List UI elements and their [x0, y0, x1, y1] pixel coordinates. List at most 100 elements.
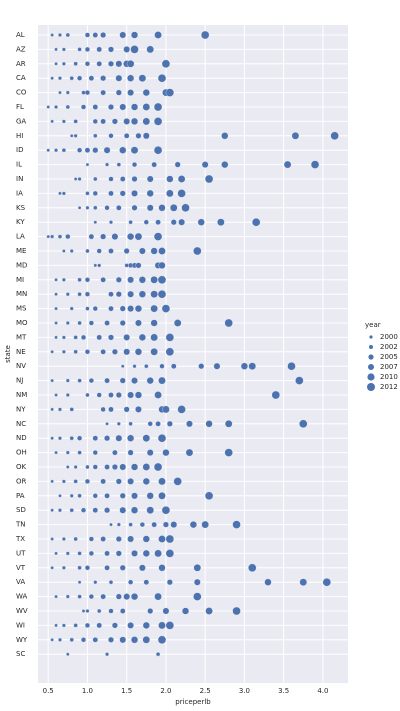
point [115, 291, 122, 298]
point [97, 608, 102, 614]
point [84, 478, 90, 484]
point [127, 233, 135, 241]
point [151, 521, 157, 528]
legend-label: 2002 [380, 343, 398, 351]
point [92, 32, 99, 38]
legend-marker [369, 335, 373, 339]
point [96, 61, 102, 67]
y-tick-label: MI [16, 276, 24, 284]
point [84, 32, 90, 38]
point [104, 507, 111, 514]
point [50, 76, 54, 80]
legend-marker [367, 383, 375, 391]
point [80, 104, 87, 110]
point [142, 434, 151, 442]
point [92, 190, 98, 196]
point [115, 593, 122, 600]
point [111, 622, 118, 629]
point [104, 550, 110, 557]
point [299, 419, 308, 428]
point [157, 74, 167, 83]
point [104, 205, 110, 211]
y-tick-label: UT [16, 549, 26, 557]
point [177, 405, 186, 414]
point [88, 536, 94, 542]
point [96, 46, 102, 53]
point [150, 247, 158, 255]
point [96, 334, 102, 341]
point [130, 103, 139, 111]
point [61, 119, 66, 124]
point [142, 132, 150, 140]
point [61, 191, 66, 196]
point [73, 61, 78, 66]
point [92, 493, 98, 499]
legend-marker [368, 354, 374, 360]
point [153, 117, 163, 126]
point [65, 450, 70, 455]
point [142, 477, 150, 485]
point [104, 565, 110, 571]
point [155, 652, 161, 657]
point [69, 306, 74, 311]
point [100, 32, 107, 38]
x-tick-label: 2.0 [160, 687, 171, 695]
point [134, 391, 143, 399]
y-tick-label: AL [16, 31, 25, 39]
point [150, 290, 158, 298]
point [54, 594, 58, 599]
point [153, 146, 163, 155]
point [119, 564, 126, 571]
point [66, 652, 70, 656]
point [88, 233, 95, 240]
legend-label: 2000 [380, 333, 398, 341]
point [85, 392, 90, 398]
point [158, 247, 166, 255]
y-tick-label: WV [16, 607, 28, 615]
point [115, 74, 123, 82]
y-tick-label: IN [16, 175, 23, 183]
point [100, 593, 106, 600]
y-tick-label: MT [16, 333, 27, 341]
point [217, 218, 225, 226]
y-tick-label: OK [16, 463, 27, 471]
point [77, 435, 83, 441]
point [92, 464, 98, 470]
point [80, 507, 87, 513]
point [142, 636, 151, 644]
point [46, 148, 50, 152]
point [177, 189, 186, 198]
point [135, 262, 142, 269]
point [170, 204, 178, 212]
point [115, 276, 122, 283]
point [127, 305, 134, 312]
point [61, 148, 67, 153]
point [111, 348, 118, 355]
point [84, 565, 90, 571]
point [65, 321, 70, 325]
point [119, 506, 127, 514]
point [127, 449, 134, 456]
point [150, 319, 158, 327]
point [111, 233, 119, 240]
point [123, 248, 130, 254]
point [201, 520, 209, 529]
point [77, 551, 82, 556]
point [131, 204, 138, 211]
point [85, 248, 90, 254]
point [154, 549, 162, 558]
point [92, 104, 99, 110]
point [154, 592, 162, 601]
point [66, 465, 70, 469]
point [131, 377, 138, 384]
point [65, 32, 70, 38]
point [142, 549, 150, 557]
point [100, 277, 106, 283]
point [50, 407, 54, 412]
y-tick-label: AR [16, 60, 26, 68]
point [142, 621, 150, 629]
point [58, 191, 62, 196]
point [248, 563, 257, 572]
point [185, 448, 194, 457]
point [84, 277, 90, 283]
